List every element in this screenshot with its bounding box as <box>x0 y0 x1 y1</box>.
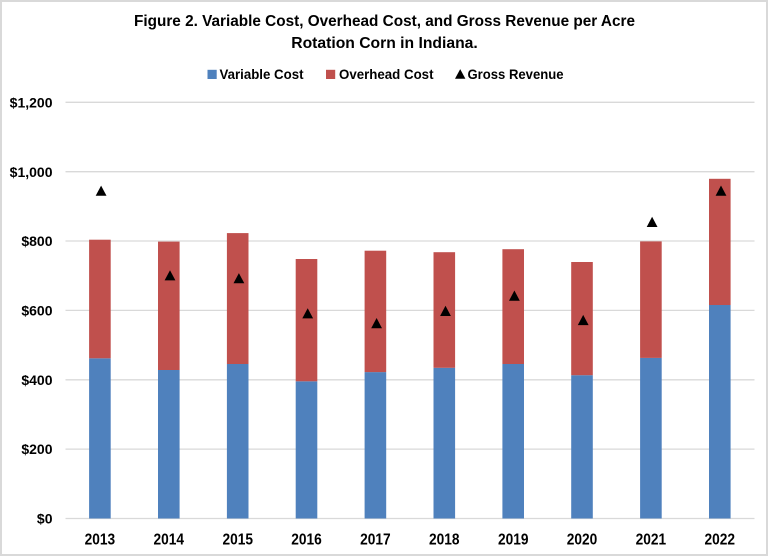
svg-text:Rotation Corn in Indiana.: Rotation Corn in Indiana. <box>291 35 478 52</box>
svg-text:$400: $400 <box>21 372 52 388</box>
svg-text:$800: $800 <box>21 233 52 249</box>
svg-text:$0: $0 <box>37 511 53 527</box>
svg-text:Variable Cost: Variable Cost <box>220 66 304 82</box>
svg-text:2022: 2022 <box>705 532 736 549</box>
svg-text:2017: 2017 <box>360 532 391 549</box>
svg-text:2016: 2016 <box>291 532 322 549</box>
svg-text:$200: $200 <box>21 441 52 457</box>
svg-text:2021: 2021 <box>636 532 667 549</box>
svg-text:$1,200: $1,200 <box>10 94 53 110</box>
svg-text:2020: 2020 <box>567 532 598 549</box>
svg-text:Gross Revenue: Gross Revenue <box>468 66 564 82</box>
svg-text:$600: $600 <box>21 303 52 319</box>
svg-text:Figure 2. Variable Cost, Overh: Figure 2. Variable Cost, Overhead Cost, … <box>134 13 635 30</box>
svg-text:2019: 2019 <box>498 532 529 549</box>
svg-text:2013: 2013 <box>85 532 116 549</box>
svg-text:2018: 2018 <box>429 532 460 549</box>
svg-text:2015: 2015 <box>222 532 253 549</box>
svg-text:Overhead Cost: Overhead Cost <box>339 66 434 82</box>
svg-text:2014: 2014 <box>154 532 185 549</box>
svg-text:$1,000: $1,000 <box>10 164 53 180</box>
